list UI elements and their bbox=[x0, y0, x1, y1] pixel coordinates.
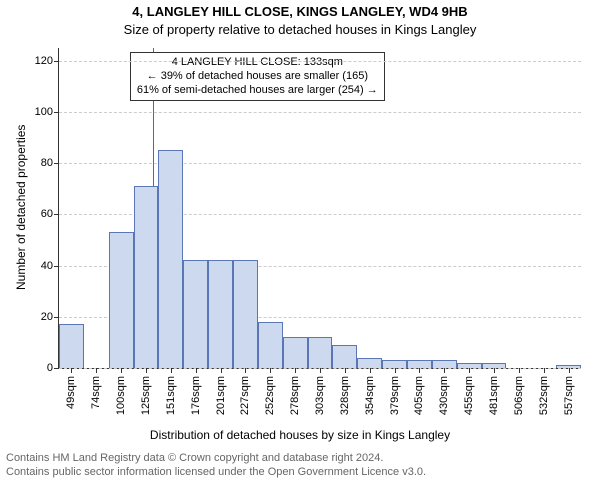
histogram-bar bbox=[158, 150, 183, 368]
chart-supertitle: 4, LANGLEY HILL CLOSE, KINGS LANGLEY, WD… bbox=[0, 4, 600, 19]
attribution-footer: Contains HM Land Registry data © Crown c… bbox=[6, 452, 594, 480]
x-tick-label: 151sqm bbox=[165, 376, 177, 415]
annotation-line-2: ← 39% of detached houses are smaller (16… bbox=[137, 70, 378, 84]
histogram-bar bbox=[208, 260, 233, 368]
x-tick-label: 201sqm bbox=[215, 376, 227, 415]
attribution-line-1: Contains HM Land Registry data © Crown c… bbox=[6, 452, 594, 466]
x-tick-label: 506sqm bbox=[513, 376, 525, 415]
histogram-bar bbox=[407, 360, 432, 368]
y-axis-label: Number of detached properties bbox=[14, 125, 28, 290]
annotation-box: 4 LANGLEY HILL CLOSE: 133sqm ← 39% of de… bbox=[130, 52, 385, 101]
annotation-line-1: 4 LANGLEY HILL CLOSE: 133sqm bbox=[137, 56, 378, 70]
histogram-bar bbox=[134, 186, 159, 368]
x-tick-label: 74sqm bbox=[90, 376, 102, 409]
annotation-line-3: 61% of semi-detached houses are larger (… bbox=[137, 84, 378, 98]
x-axis-title: Distribution of detached houses by size … bbox=[0, 428, 600, 442]
y-tick-label: 0 bbox=[47, 362, 53, 374]
x-tick-label: 278sqm bbox=[289, 376, 301, 415]
histogram-bar bbox=[357, 358, 382, 368]
y-tick-label: 40 bbox=[41, 260, 53, 272]
histogram-bar bbox=[308, 337, 333, 368]
x-tick-label: 455sqm bbox=[463, 376, 475, 415]
x-tick-label: 176sqm bbox=[190, 376, 202, 415]
chart-container: 4, LANGLEY HILL CLOSE, KINGS LANGLEY, WD… bbox=[0, 0, 600, 500]
histogram-bar bbox=[59, 324, 84, 368]
histogram-bar bbox=[233, 260, 258, 368]
gridline bbox=[59, 61, 581, 62]
x-tick-label: 252sqm bbox=[264, 376, 276, 415]
histogram-bar bbox=[382, 360, 407, 368]
histogram-bar bbox=[258, 322, 283, 368]
histogram-bar bbox=[183, 260, 208, 368]
x-tick-label: 100sqm bbox=[115, 376, 127, 415]
plot-area: 4 LANGLEY HILL CLOSE: 133sqm ← 39% of de… bbox=[58, 48, 581, 369]
y-tick-label: 80 bbox=[41, 157, 53, 169]
y-tick-label: 100 bbox=[35, 106, 53, 118]
x-tick-label: 430sqm bbox=[438, 376, 450, 415]
x-tick-label: 328sqm bbox=[339, 376, 351, 415]
histogram-bar bbox=[332, 345, 357, 368]
y-tick-label: 60 bbox=[41, 208, 53, 220]
x-tick-label: 405sqm bbox=[413, 376, 425, 415]
histogram-bar bbox=[283, 337, 308, 368]
gridline bbox=[59, 112, 581, 113]
x-tick-label: 481sqm bbox=[488, 376, 500, 415]
x-tick-label: 303sqm bbox=[314, 376, 326, 415]
histogram-bar bbox=[432, 360, 457, 368]
histogram-bar bbox=[109, 232, 134, 368]
y-tick-label: 20 bbox=[41, 311, 53, 323]
x-tick-label: 354sqm bbox=[364, 376, 376, 415]
x-tick-label: 125sqm bbox=[140, 376, 152, 415]
gridline bbox=[59, 163, 581, 164]
x-tick-label: 227sqm bbox=[239, 376, 251, 415]
chart-title: Size of property relative to detached ho… bbox=[0, 22, 600, 37]
x-tick-label: 557sqm bbox=[563, 376, 575, 415]
y-tick-label: 120 bbox=[35, 55, 53, 67]
x-tick-label: 49sqm bbox=[65, 376, 77, 409]
x-tick-label: 532sqm bbox=[538, 376, 550, 415]
x-tick-label: 379sqm bbox=[389, 376, 401, 415]
attribution-line-2: Contains public sector information licen… bbox=[6, 466, 594, 480]
